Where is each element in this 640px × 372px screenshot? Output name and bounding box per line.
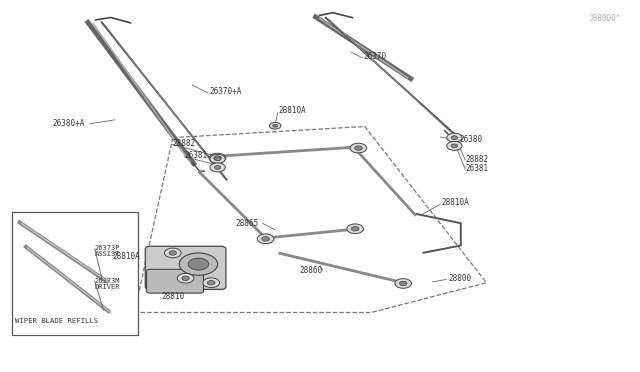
Text: 28810A: 28810A	[442, 198, 469, 207]
Text: 26380: 26380	[460, 135, 483, 144]
Circle shape	[262, 237, 269, 241]
Text: 26381: 26381	[184, 151, 207, 160]
Text: 28882: 28882	[466, 155, 489, 164]
Text: 26373P: 26373P	[95, 246, 120, 251]
Circle shape	[447, 133, 462, 142]
Circle shape	[182, 276, 189, 280]
Circle shape	[207, 280, 215, 285]
Circle shape	[214, 157, 221, 161]
Text: 28810A: 28810A	[112, 252, 140, 261]
Text: 28810A: 28810A	[278, 106, 306, 115]
Circle shape	[395, 279, 412, 288]
Circle shape	[273, 124, 278, 127]
Circle shape	[447, 141, 462, 150]
Text: 28860: 28860	[300, 266, 323, 275]
Circle shape	[179, 253, 218, 275]
Circle shape	[451, 144, 458, 148]
Text: 26380+A: 26380+A	[52, 119, 85, 128]
Circle shape	[269, 122, 281, 129]
Circle shape	[188, 258, 209, 270]
Circle shape	[177, 273, 194, 283]
Circle shape	[350, 143, 367, 153]
Text: WIPER BLADE REFILLS: WIPER BLADE REFILLS	[15, 318, 99, 324]
Text: 28800: 28800	[448, 274, 471, 283]
Circle shape	[257, 234, 274, 244]
Circle shape	[203, 278, 220, 288]
Text: 26370: 26370	[364, 52, 387, 61]
Text: 28882: 28882	[173, 139, 196, 148]
Bar	[12, 212, 138, 335]
Text: 28810: 28810	[161, 292, 184, 301]
FancyBboxPatch shape	[145, 246, 226, 289]
Circle shape	[451, 136, 458, 140]
Text: 26381: 26381	[466, 164, 489, 173]
Circle shape	[164, 248, 181, 258]
Circle shape	[209, 153, 226, 163]
Circle shape	[351, 227, 359, 231]
Circle shape	[210, 163, 225, 172]
Text: J88000^: J88000^	[588, 14, 621, 23]
Circle shape	[214, 156, 221, 160]
Circle shape	[347, 224, 364, 234]
Text: 26373M: 26373M	[95, 278, 120, 284]
Text: ASSIST: ASSIST	[95, 251, 120, 257]
Text: 28865: 28865	[236, 219, 259, 228]
Circle shape	[355, 146, 362, 150]
Text: DRIVER: DRIVER	[95, 284, 120, 290]
Circle shape	[214, 166, 221, 169]
Circle shape	[169, 251, 177, 255]
Text: 26370+A: 26370+A	[209, 87, 242, 96]
Circle shape	[399, 281, 407, 286]
FancyBboxPatch shape	[147, 269, 204, 293]
Circle shape	[210, 154, 225, 163]
